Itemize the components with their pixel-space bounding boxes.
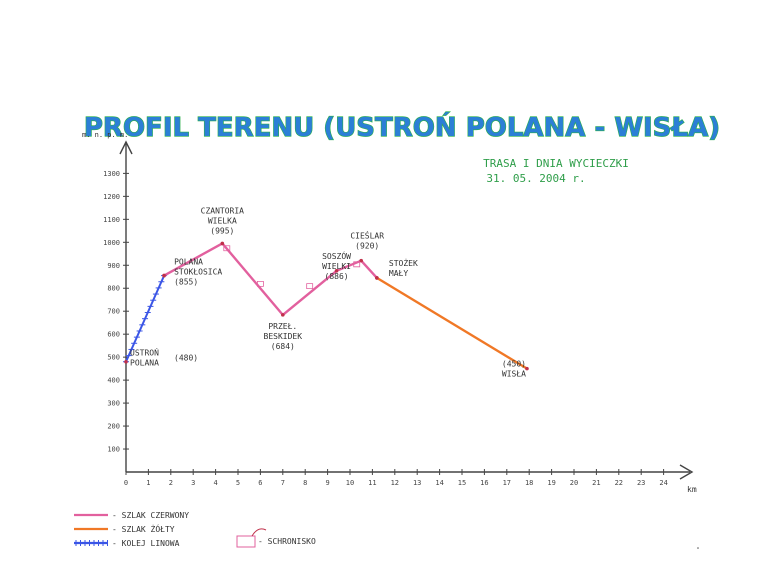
x-tick-label: 8	[303, 479, 307, 487]
chart-title: PROFIL TERENU (USTROŃ POLANA - WISŁA)	[84, 111, 720, 143]
chart-subtitle-line2: 31. 05. 2004 r.	[486, 172, 585, 185]
point-annotation: STOKŁOSICA	[174, 268, 222, 277]
point-annotation: (886)	[325, 272, 349, 281]
point-annotation: BESKIDEK	[264, 332, 303, 341]
y-tick-label: 1100	[103, 216, 120, 224]
y-tick-label: 200	[107, 423, 120, 431]
shelter-marker	[257, 280, 264, 287]
x-tick-label: 4	[213, 479, 217, 487]
x-axis-arrow	[679, 464, 694, 480]
series-point	[525, 366, 529, 371]
point-annotation: (855)	[174, 278, 198, 287]
point-annotation: (684)	[271, 342, 295, 351]
y-tick-label: 400	[107, 377, 120, 385]
series-point	[162, 273, 166, 278]
series-line	[376, 276, 528, 370]
y-axis-label: m. n. p. m.	[82, 131, 128, 139]
y-tick-label: 1000	[103, 239, 120, 247]
series-point	[334, 268, 339, 273]
x-tick-label: 13	[413, 479, 421, 487]
y-tick-label: 700	[107, 308, 120, 316]
legend-shelter-flag	[251, 528, 267, 537]
point-annotation: (450)	[502, 360, 526, 369]
point-annotation: PRZEŁ.	[268, 322, 297, 331]
point-annotation: WIELKA	[208, 216, 237, 225]
x-tick-label: 7	[281, 479, 285, 487]
point-annotation: SOSZÓW	[322, 250, 351, 261]
x-tick-label: 24	[659, 479, 667, 487]
x-tick-label: 22	[615, 479, 623, 487]
y-tick-label: 600	[107, 331, 120, 339]
point-annotation: WIELKI	[322, 262, 351, 271]
x-tick-label: 10	[346, 479, 354, 487]
shelter-marker	[306, 283, 314, 290]
x-tick-label: 18	[525, 479, 533, 487]
x-tick-label: 14	[435, 479, 443, 487]
series-line	[163, 242, 378, 317]
series-point	[359, 258, 364, 263]
chart-subtitle-line1: TRASA I DNIA WYCIECZKI	[483, 157, 629, 170]
legend-label: - SCHRONISKO	[258, 537, 316, 546]
y-tick-label: 1200	[103, 193, 120, 201]
x-tick-label: 6	[258, 479, 262, 487]
y-tick-label: 800	[107, 285, 120, 293]
point-annotation: (995)	[210, 226, 234, 235]
x-tick-label: 3	[191, 479, 195, 487]
y-tick-label: 100	[107, 446, 120, 454]
point-annotation: CZANTORIA	[201, 206, 245, 215]
y-axis-arrow	[119, 140, 133, 155]
paper-dot	[697, 547, 699, 549]
x-tick-label: 11	[368, 479, 376, 487]
point-annotation: POLANA	[174, 258, 203, 267]
x-tick-label: 2	[169, 479, 173, 487]
y-tick-label: 300	[107, 400, 120, 408]
x-tick-label: 21	[592, 479, 600, 487]
x-tick-label: 5	[236, 479, 240, 487]
x-tick-label: 12	[391, 479, 399, 487]
point-annotation: (920)	[355, 242, 379, 251]
point-annotation: WISŁA	[502, 370, 526, 379]
x-tick-label: 0	[124, 479, 128, 487]
x-tick-label: 20	[570, 479, 578, 487]
point-annotation: CIEŚLAR	[350, 230, 384, 241]
x-axis-label: km	[687, 485, 697, 494]
series-point	[124, 359, 128, 364]
series-point	[281, 313, 285, 317]
legend-label: - SZLAK ŻÓŁTY	[112, 523, 175, 534]
x-tick-label: 17	[503, 479, 511, 487]
y-tick-label: 1300	[103, 170, 120, 178]
x-tick-label: 9	[325, 479, 329, 487]
point-annotation-elevation: (480)	[174, 354, 198, 363]
point-annotation: MAŁY	[389, 269, 408, 278]
point-annotation: USTROŃ	[130, 347, 159, 358]
x-tick-label: 1	[146, 479, 150, 487]
shelter-marker	[353, 261, 361, 268]
series-point	[220, 241, 225, 246]
point-annotation: STOŻEK	[389, 258, 418, 268]
x-tick-label: 15	[458, 479, 466, 487]
series-point	[375, 276, 379, 280]
x-tick-label: 23	[637, 479, 645, 487]
y-tick-label: 900	[107, 262, 120, 270]
legend-label: - KOLEJ LINOWA	[112, 539, 180, 548]
legend-label: - SZLAK CZERWONY	[112, 511, 189, 520]
shelter-marker	[223, 245, 231, 252]
point-annotation: POLANA	[130, 359, 159, 368]
x-tick-label: 19	[547, 479, 555, 487]
y-tick-label: 500	[107, 354, 120, 362]
x-tick-label: 16	[480, 479, 488, 487]
legend-shelter-swatch	[236, 535, 256, 548]
